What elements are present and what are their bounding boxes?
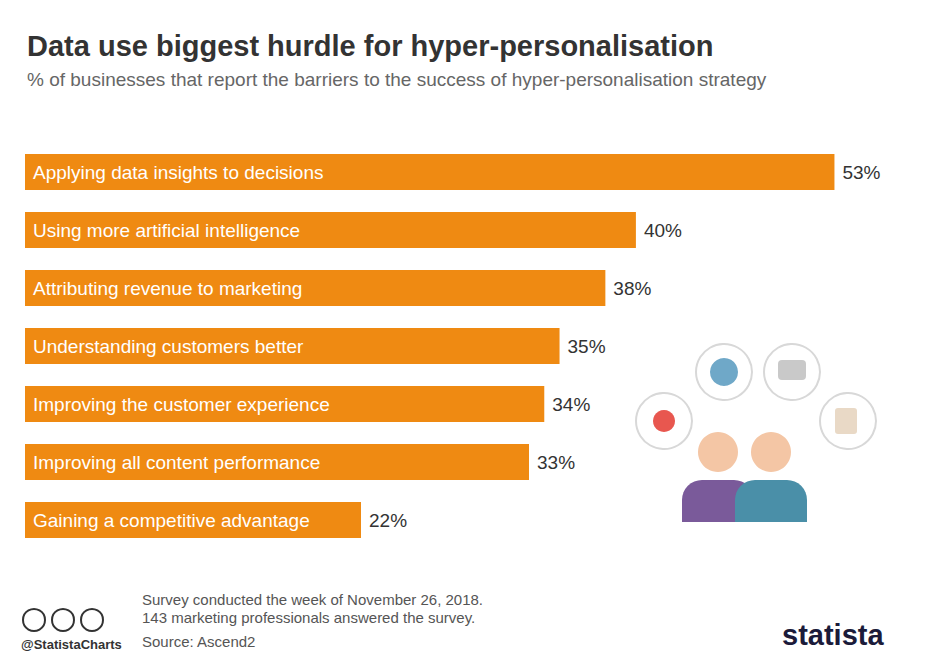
svg-text:143 marketing professionals an: 143 marketing professionals answered the… [142,609,475,626]
svg-text:53%: 53% [842,162,880,183]
svg-text:38%: 38% [613,278,651,299]
svg-text:40%: 40% [644,220,682,241]
svg-text:34%: 34% [552,394,590,415]
svg-text:Using more artificial intellig: Using more artificial intelligence [33,220,300,241]
svg-text:Understanding customers better: Understanding customers better [33,336,304,357]
svg-text:Data use biggest hurdle for hy: Data use biggest hurdle for hyper-person… [27,30,713,62]
svg-text:22%: 22% [369,510,407,531]
svg-text:statista: statista [782,619,884,651]
svg-text:@StatistaCharts: @StatistaCharts [21,637,122,652]
svg-text:Improving the customer experie: Improving the customer experience [33,394,330,415]
svg-text:Applying data insights to deci: Applying data insights to decisions [33,162,323,183]
svg-text:Improving all content performa: Improving all content performance [33,452,320,473]
svg-text:Gaining a competitive advantag: Gaining a competitive advantage [33,510,310,531]
svg-text:Attributing revenue to marketi: Attributing revenue to marketing [33,278,302,299]
svg-text:Survey conducted the week of N: Survey conducted the week of November 26… [142,591,483,608]
svg-text:33%: 33% [537,452,575,473]
svg-text:35%: 35% [568,336,606,357]
svg-text:Source: Ascend2: Source: Ascend2 [142,633,255,650]
svg-text:% of businesses that report th: % of businesses that report the barriers… [27,69,767,90]
